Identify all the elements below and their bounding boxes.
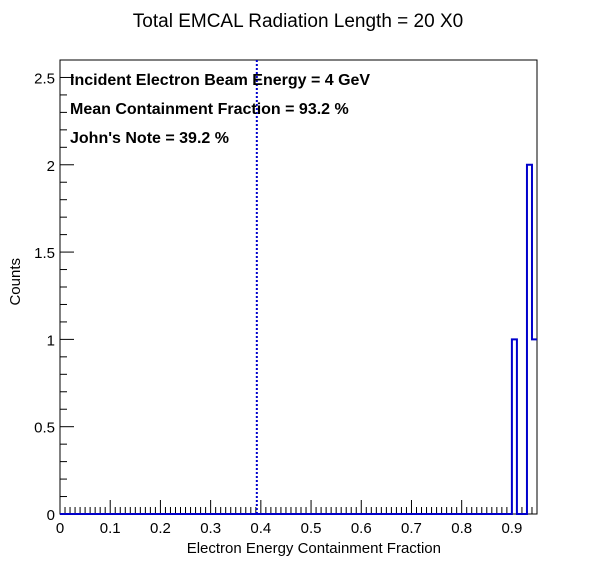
x-tick-label: 0.3	[200, 520, 221, 537]
y-axis-tick-labels: 0 0.5 1 1.5 2 2.5	[34, 70, 55, 524]
y-tick-label: 0.5	[34, 420, 55, 437]
y-axis-ticks	[60, 59, 74, 515]
annotation-text: Incident Electron Beam Energy = 4 GeV	[70, 72, 370, 89]
y-tick-label: 1.5	[34, 245, 55, 262]
x-tick-label: 0.6	[351, 520, 372, 537]
x-axis-ticks	[59, 500, 538, 514]
y-tick-label: 1	[47, 332, 55, 349]
chart-title: Total EMCAL Radiation Length = 20 X0	[133, 11, 463, 32]
annotation-text: Mean Containment Fraction = 93.2 %	[70, 101, 349, 118]
annotation-group: Incident Electron Beam Energy = 4 GeV Mea…	[70, 72, 370, 147]
y-tick-label: 2	[47, 158, 55, 175]
x-tick-label: 0.7	[401, 520, 422, 537]
annotation-text: John's Note = 39.2 %	[70, 130, 229, 147]
x-tick-label: 0.9	[501, 520, 522, 537]
x-tick-label: 0	[56, 520, 64, 537]
x-axis-title: Electron Energy Containment Fraction	[187, 540, 441, 557]
plot-frame	[59, 59, 538, 515]
y-tick-label: 2.5	[34, 70, 55, 87]
x-tick-label: 0.8	[451, 520, 472, 537]
x-axis-tick-labels: 0 0.1 0.2 0.3 0.4 0.5 0.6 0.7 0.8 0.9	[56, 520, 522, 537]
x-tick-label: 0.1	[100, 520, 121, 537]
x-tick-label: 0.4	[250, 520, 271, 537]
x-tick-label: 0.2	[150, 520, 171, 537]
y-axis-title: Counts	[7, 258, 24, 306]
y-tick-label: 0	[47, 507, 55, 524]
x-tick-label: 0.5	[301, 520, 322, 537]
histogram-series	[60, 163, 537, 515]
